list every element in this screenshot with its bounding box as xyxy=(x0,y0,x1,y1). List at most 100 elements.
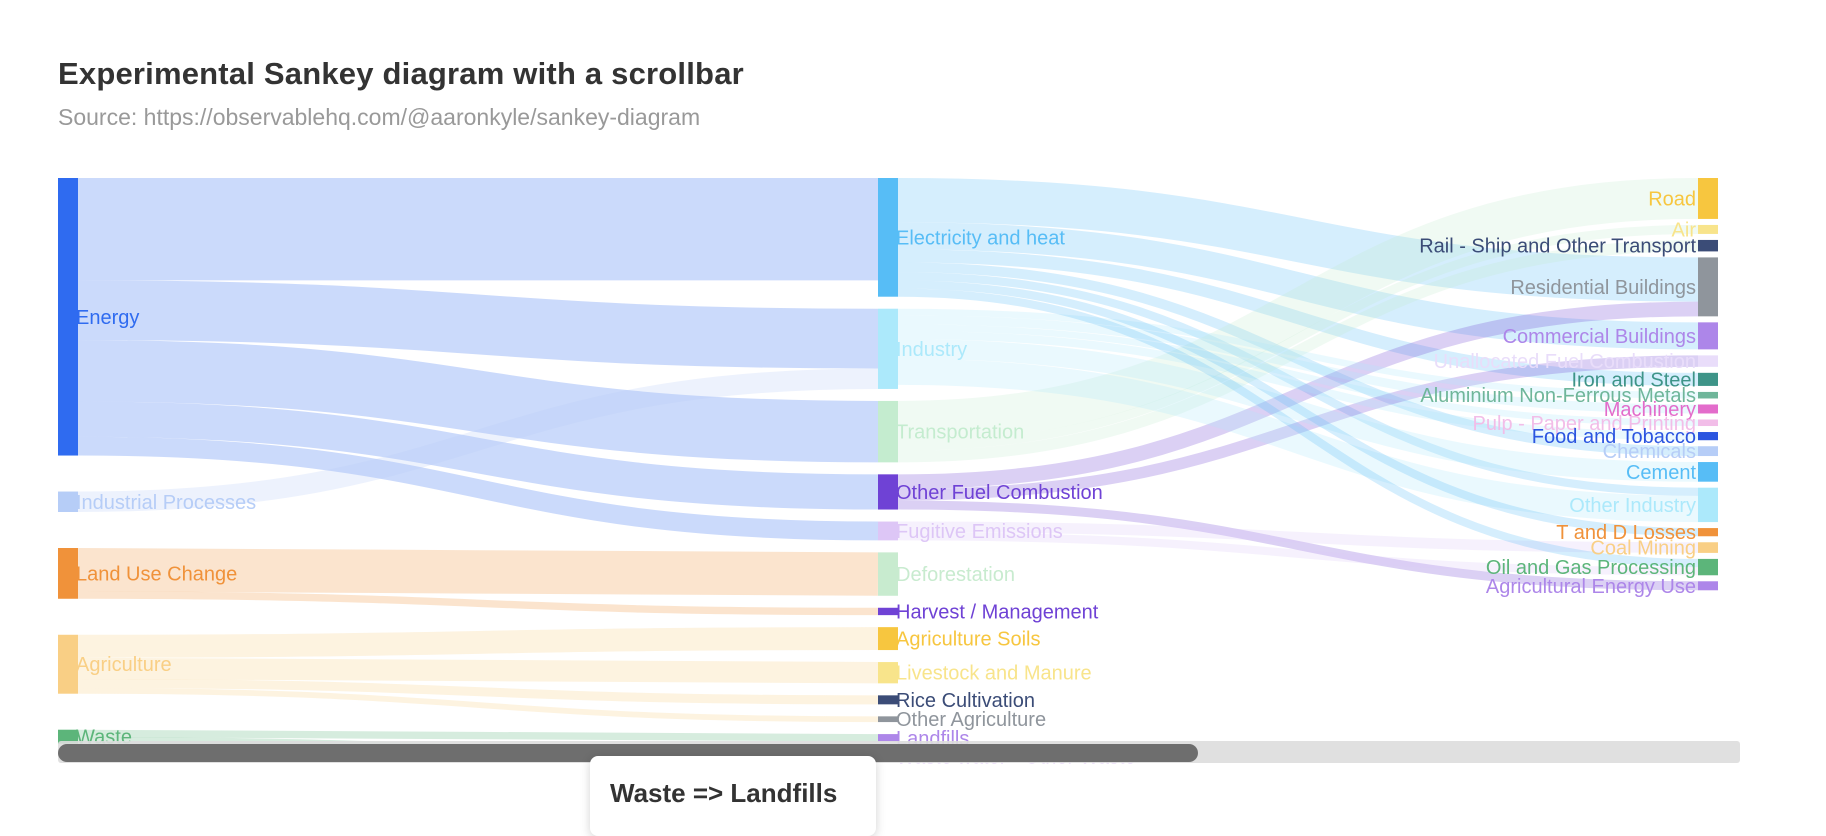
sankey-node-label: Pulp - Paper and Printing xyxy=(1473,413,1696,435)
sankey-link[interactable] xyxy=(897,500,1699,591)
sankey-node[interactable] xyxy=(1698,446,1718,457)
sankey-node-label: Land Use Change xyxy=(76,563,237,585)
sankey-link[interactable] xyxy=(897,222,1699,350)
sankey-node-label: Industrial Processes xyxy=(76,492,256,514)
sankey-node-label: Iron and Steel xyxy=(1571,369,1696,391)
sankey-link[interactable] xyxy=(897,324,1699,427)
sankey-node-label: Industry xyxy=(896,339,967,361)
sankey-node[interactable] xyxy=(1698,391,1718,399)
sankey-node-label: Rail - Ship and Other Transport xyxy=(1419,236,1696,258)
sankey-link[interactable] xyxy=(897,178,1699,302)
sankey-node[interactable] xyxy=(878,521,898,541)
sankey-link[interactable] xyxy=(77,436,879,541)
sankey-chart[interactable]: Energy Industrial Processes Land Use Chang… xyxy=(0,0,1826,802)
sankey-link[interactable] xyxy=(77,678,879,705)
sankey-link[interactable] xyxy=(897,358,1699,523)
sankey-link[interactable] xyxy=(897,330,1699,441)
chart-subtitle: Source: https://observablehq.com/@aaronk… xyxy=(58,104,701,130)
sankey-node[interactable] xyxy=(878,716,898,723)
sankey-node-label: Air xyxy=(1672,219,1697,241)
sankey-node[interactable] xyxy=(58,548,78,599)
sankey-link[interactable] xyxy=(77,591,879,616)
sankey-node-label: Transportation xyxy=(896,422,1024,444)
sankey-node[interactable] xyxy=(1698,178,1718,219)
sankey-node[interactable] xyxy=(1698,581,1718,591)
sankey-node-label: Food and Tobacco xyxy=(1532,426,1696,448)
sankey-link[interactable] xyxy=(897,288,1699,568)
sankey-node-label: Agriculture xyxy=(76,654,172,676)
sankey-link[interactable] xyxy=(897,280,1699,537)
sankey-node[interactable] xyxy=(878,662,898,684)
sankey-node[interactable] xyxy=(1698,224,1718,234)
sankey-link[interactable] xyxy=(897,272,1699,496)
sankey-link[interactable] xyxy=(77,548,879,596)
sankey-node[interactable] xyxy=(1698,542,1718,553)
sankey-node-label: Livestock and Manure xyxy=(896,663,1092,685)
sankey-link[interactable] xyxy=(897,339,1699,482)
sankey-node[interactable] xyxy=(58,634,78,694)
sankey-link[interactable] xyxy=(897,355,1699,501)
sankey-node-label: Residential Buildings xyxy=(1510,277,1696,299)
sankey-link[interactable] xyxy=(897,262,1699,457)
sankey-node[interactable] xyxy=(1698,462,1718,482)
sankey-node-label: Rice Cultivation xyxy=(896,690,1035,712)
sankey-link[interactable] xyxy=(897,177,1699,442)
sankey-node-label: T and D Losses xyxy=(1556,522,1696,544)
sankey-link[interactable] xyxy=(897,521,1699,553)
sankey-node[interactable] xyxy=(878,695,898,705)
sankey-link[interactable] xyxy=(77,729,879,742)
sankey-node[interactable] xyxy=(1698,372,1718,386)
sankey-node[interactable] xyxy=(1698,432,1718,441)
sankey-link[interactable] xyxy=(77,340,879,463)
sankey-node[interactable] xyxy=(58,491,78,513)
sankey-link[interactable] xyxy=(77,627,879,658)
sankey-node-label: Chemicals xyxy=(1603,441,1696,463)
sankey-node-label: Deforestation xyxy=(896,564,1015,586)
sankey-node-label: Other Fuel Combustion xyxy=(896,482,1103,504)
sankey-link[interactable] xyxy=(77,657,879,684)
sankey-link[interactable] xyxy=(897,301,1699,490)
sankey-node[interactable] xyxy=(878,627,898,651)
sankey-node-label: Road xyxy=(1648,188,1696,210)
sankey-link[interactable] xyxy=(77,280,879,369)
sankey-node[interactable] xyxy=(1698,355,1718,367)
sankey-node-label: Harvest / Management xyxy=(896,601,1099,623)
scrollbar-thumb[interactable] xyxy=(58,744,1198,762)
sankey-node[interactable] xyxy=(1698,257,1718,317)
sankey-node-label: Other Agriculture xyxy=(896,709,1046,731)
sankey-node[interactable] xyxy=(1698,487,1718,523)
sankey-node[interactable] xyxy=(878,178,898,297)
sankey-link[interactable] xyxy=(897,239,1699,463)
sankey-link[interactable] xyxy=(897,315,1699,414)
sankey-node[interactable] xyxy=(1698,239,1718,252)
sankey-node[interactable] xyxy=(878,734,898,742)
sankey-node-label: Machinery xyxy=(1604,399,1696,421)
chart-title: Experimental Sankey diagram with a scrol… xyxy=(58,56,744,91)
sankey-node[interactable] xyxy=(1698,528,1718,537)
sankey-nodes xyxy=(58,178,1718,760)
sankey-link[interactable] xyxy=(897,308,1699,399)
sankey-node[interactable] xyxy=(878,552,898,596)
sankey-node[interactable] xyxy=(1698,419,1718,427)
sankey-node-label: Other Industry xyxy=(1569,495,1696,517)
sankey-link[interactable] xyxy=(897,224,1699,451)
sankey-node[interactable] xyxy=(58,178,78,456)
sankey-node[interactable] xyxy=(878,400,898,463)
sankey-link[interactable] xyxy=(77,401,879,510)
tooltip: Waste => Landfills xyxy=(590,756,876,836)
sankey-node-label: Oil and Gas Processing xyxy=(1486,557,1696,579)
sankey-node[interactable] xyxy=(1698,404,1718,414)
sankey-node[interactable] xyxy=(878,474,898,510)
sankey-node[interactable] xyxy=(1698,322,1718,350)
sankey-link[interactable] xyxy=(897,249,1699,386)
sankey-link[interactable] xyxy=(77,687,879,723)
sankey-node[interactable] xyxy=(878,607,898,616)
sankey-link[interactable] xyxy=(77,368,879,513)
sankey-link[interactable] xyxy=(897,532,1699,576)
sankey-node[interactable] xyxy=(1698,558,1718,576)
sankey-node-label: Cement xyxy=(1626,462,1696,484)
sankey-node[interactable] xyxy=(58,729,78,744)
sankey-node-label: Commercial Buildings xyxy=(1503,326,1696,348)
sankey-node-label: Aluminium Non-Ferrous Metals xyxy=(1420,385,1696,407)
sankey-node[interactable] xyxy=(878,308,898,389)
